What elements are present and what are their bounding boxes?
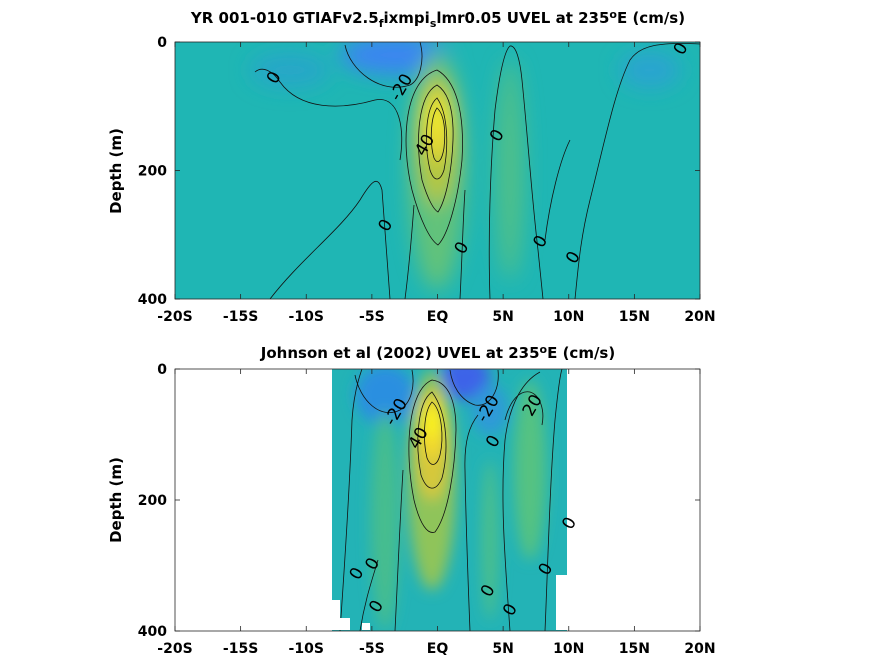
x-tick-label: 15N xyxy=(619,641,650,656)
bottom-contour-zero-north-eq xyxy=(464,414,479,631)
x-tick-label: 20N xyxy=(684,641,715,656)
title-part-4: lmr0.05 UVEL at 235 xyxy=(436,9,609,27)
x-tick-label: -15S xyxy=(223,641,258,656)
y-tick-label: 400 xyxy=(138,292,167,308)
top-undercurrent-peak xyxy=(431,102,443,134)
top-y-axis-label: Depth (m) xyxy=(107,128,125,214)
bottom-contour-zero-south-eq xyxy=(394,469,404,631)
top-panel-title: YR 001-010 GTIAFv2.5fixmpislmr0.05 UVEL … xyxy=(190,8,685,30)
bottom-south-surface-blue xyxy=(355,369,415,425)
x-tick-label: -5S xyxy=(359,309,385,325)
top-contour-eq-inner xyxy=(426,97,448,180)
top-westward-south-anomaly xyxy=(250,52,330,88)
bottom-south-band xyxy=(371,410,399,630)
x-tick-label: 20N xyxy=(684,309,715,325)
bottom-missing-patch-sw2 xyxy=(340,618,350,630)
top-contour-eq-core xyxy=(430,107,446,162)
bottom-missing-patch-s xyxy=(362,623,370,630)
bottom-contour-eq-outer xyxy=(408,379,457,533)
x-tick-label: 5N xyxy=(492,641,513,656)
top-westward-surface-anomaly xyxy=(340,42,450,75)
top-contour-lines xyxy=(254,42,700,299)
bottom-contour-zero-south xyxy=(339,369,363,631)
top-contour-eq-mid xyxy=(418,84,454,213)
top-contour-zero-eq-north xyxy=(459,189,466,299)
x-tick-label: 10N xyxy=(553,309,584,325)
top-contour-zero-deep-south xyxy=(269,180,391,299)
title-part-5: o xyxy=(609,8,617,21)
y-tick-label: 400 xyxy=(138,624,167,640)
x-tick-label: EQ xyxy=(427,641,449,656)
x-tick-label: -20S xyxy=(157,309,192,325)
bottom-panel: Johnson et al (2002) UVEL at 235oE (cm/s… xyxy=(107,343,716,657)
top-contour-zero-ncc-west xyxy=(488,45,544,299)
x-tick-label: -10S xyxy=(289,641,324,656)
y-tick-label: 0 xyxy=(157,362,167,378)
bottom-contour-zero-deep-south xyxy=(359,559,379,631)
title-part-1: f xyxy=(379,17,384,30)
x-tick-label: EQ xyxy=(427,309,449,325)
title-part-6: E (cm/s) xyxy=(617,9,685,27)
title-part-3: s xyxy=(430,17,437,30)
top-field xyxy=(175,42,700,299)
top-contour-zero-eq-south xyxy=(404,204,415,299)
top-ncc-band xyxy=(496,60,524,280)
x-tick-label: 10N xyxy=(553,641,584,656)
title-part-2: ixmpi xyxy=(383,9,429,27)
x-tick-label: 5N xyxy=(492,309,513,325)
top-panel: YR 001-010 GTIAFv2.5fixmpislmr0.05 UVEL … xyxy=(107,8,716,325)
bottom-contour-eq-mid xyxy=(417,391,447,489)
bottom-panel-title: Johnson et al (2002) UVEL at 235oE (cm/s… xyxy=(260,343,615,362)
bottom-missing-patch-sw xyxy=(332,600,340,630)
title-part-0: YR 001-010 GTIAFv2.5 xyxy=(190,9,379,27)
top-contour-zero-north xyxy=(574,43,700,299)
x-tick-label: -15S xyxy=(223,309,258,325)
x-tick-label: 15N xyxy=(619,309,650,325)
y-tick-label: 0 xyxy=(157,35,167,51)
top-axes-ticks: -20S -15S -10S -5S EQ 5N 10N 15N 20N 0 200 400 xyxy=(138,35,716,325)
title-part-0: Johnson et al (2002) UVEL at 235 xyxy=(260,344,540,362)
bottom-deep-band xyxy=(482,460,498,620)
bottom-contour-lines xyxy=(339,369,563,631)
top-contour-eq-outer xyxy=(405,69,463,246)
bottom-undercurrent-peak xyxy=(426,406,438,438)
bottom-contour-zero-north xyxy=(544,369,563,631)
top-contour-zero-far-north xyxy=(544,139,571,241)
x-tick-label: -20S xyxy=(157,641,192,656)
bottom-contour-zero-ncc xyxy=(502,371,541,631)
bottom-missing-data-edge xyxy=(332,575,567,630)
bottom-axes-ticks: -20S -15S -10S -5S EQ 5N 10N 15N 20N 0 200 400 xyxy=(138,362,716,657)
top-contour-zero-south xyxy=(254,68,403,161)
x-tick-label: -10S xyxy=(289,309,324,325)
x-tick-label: -5S xyxy=(359,641,385,656)
bottom-contour-minus20-north xyxy=(449,369,499,406)
title-part-1: o xyxy=(540,343,548,356)
top-east-surface-blue xyxy=(620,52,680,88)
bottom-north-surface-blue xyxy=(472,385,508,435)
bottom-ncc-band xyxy=(514,380,546,560)
title-part-2: E (cm/s) xyxy=(547,344,615,362)
bottom-missing-patch-se xyxy=(556,575,567,630)
top-contour-minus20 xyxy=(344,42,423,88)
y-tick-label: 200 xyxy=(138,164,167,180)
bottom-contour-minus20-south xyxy=(354,369,414,413)
y-tick-label: 200 xyxy=(138,493,167,509)
bottom-contour-20-north xyxy=(504,391,544,426)
bottom-field xyxy=(332,369,567,631)
bottom-y-axis-label: Depth (m) xyxy=(107,457,125,543)
bottom-contour-eq-inner xyxy=(424,401,443,465)
